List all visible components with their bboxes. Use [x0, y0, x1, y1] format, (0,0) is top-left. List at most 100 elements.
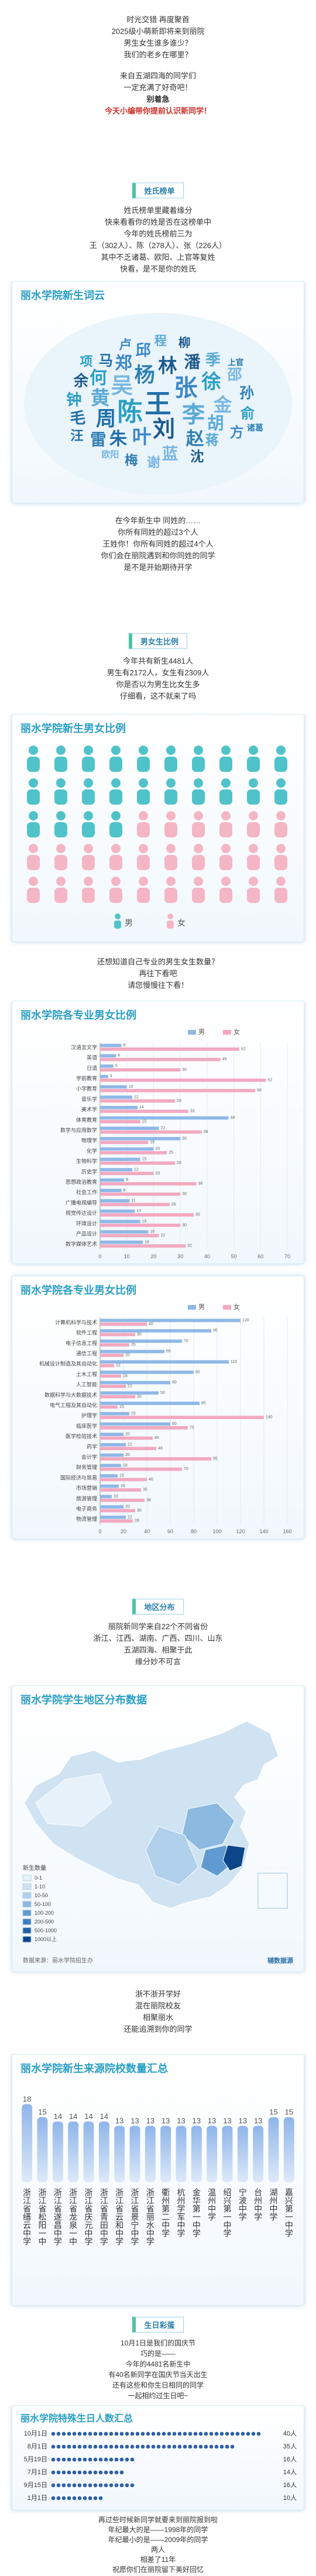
value-label: 8: [123, 1189, 126, 1193]
value-label: 13: [162, 2116, 170, 2125]
text-line: 再往下看吧: [139, 969, 177, 978]
cloud-word: 叶: [132, 426, 152, 448]
dot: [135, 2431, 140, 2436]
x-tick-label: 浙江省遂昌中学: [53, 2188, 63, 2245]
text-line: 其中不乏诸葛、欧阳、上官等复姓: [101, 253, 215, 262]
bar: [100, 1323, 147, 1326]
value-label: 35: [143, 1488, 147, 1492]
bar: [100, 1068, 181, 1072]
dot-row: [51, 2470, 124, 2475]
icon-head: [276, 746, 286, 755]
dot: [172, 2444, 177, 2449]
value-label: 95: [213, 1329, 218, 1333]
bar: [100, 1416, 264, 1419]
dot: [56, 2444, 61, 2449]
icon-body: [27, 789, 40, 805]
dot: [135, 2444, 140, 2449]
text-line: 缘分妙不可言: [135, 1657, 181, 1666]
value-label: 14: [139, 1105, 144, 1110]
legend-swatch: [167, 921, 174, 929]
x-tick-label: 140: [259, 1529, 268, 1534]
dot: [104, 2483, 108, 2488]
icon-body: [137, 789, 150, 805]
x-tick-label: 120: [236, 1529, 245, 1534]
dot: [72, 2496, 77, 2501]
legend-swatch: [22, 1918, 32, 1925]
value-label: 13: [208, 2116, 216, 2125]
bar: [268, 2117, 279, 2182]
icon-head: [29, 844, 38, 853]
value-label: 15: [269, 2108, 277, 2117]
x-tick-label: 湖州中学: [269, 2188, 279, 2221]
bar: [100, 1447, 156, 1451]
value-label: 30: [182, 1192, 187, 1196]
value-label: 13: [177, 2116, 185, 2125]
x-tick-label: 60: [257, 1253, 263, 1259]
cloud-word: 吴: [111, 373, 133, 397]
value-label: 25: [131, 1343, 136, 1347]
legend-label: 男: [198, 1304, 205, 1311]
icon-body: [54, 855, 67, 870]
value-label: 140: [266, 1416, 273, 1420]
text: 10月1日是我们的国庆节 巧的是—— 今年的4481名新生中 有40名新同学在国庆节当…: [0, 2338, 316, 2405]
dot: [51, 2496, 56, 2501]
value-label: 30: [137, 1332, 142, 1337]
text: 浙不浙开学好 混在丽院校友 相聚丽水 还能追溯到你的同学: [0, 1978, 316, 2054]
bar: [100, 1380, 170, 1385]
dot-row: [51, 2483, 135, 2488]
text-line: 今年共有新生4481人: [123, 657, 193, 665]
text-line: 王（302人）、陈（278人）、张（226人）: [89, 241, 227, 250]
x-tick-label: 浙江省景宁中学: [130, 2188, 140, 2245]
y-tick-label: 药学: [87, 1443, 97, 1450]
value-label: 30: [182, 1068, 187, 1072]
value-label: 30: [182, 1136, 187, 1141]
dot: [109, 2457, 114, 2462]
dot: [98, 2483, 103, 2488]
y-tick-label: 美术学: [81, 1106, 97, 1112]
bar: [98, 2121, 109, 2182]
card-title: 丽水学院学生地区分布数据: [20, 1694, 147, 1706]
dot: [119, 2483, 124, 2488]
dot: [88, 2444, 92, 2449]
bar: [114, 2125, 125, 2182]
icon-head: [111, 778, 121, 788]
card-wrap: 丽水学院学生地区分布数据 新生数量 0-1 1-10 10-50 50-100 100-2…: [0, 1685, 316, 1978]
dot: [83, 2496, 87, 2501]
icon-body: [274, 757, 287, 772]
value-label: 25: [169, 1150, 173, 1155]
dot: [104, 2431, 108, 2436]
y-tick-label: 电子信息工程: [66, 1339, 97, 1346]
value-label: 13: [254, 2116, 262, 2125]
bar: [100, 1339, 182, 1343]
dot: [93, 2444, 98, 2449]
tag-row: 地区分布: [0, 1592, 316, 1621]
dot: [177, 2431, 182, 2436]
dot: [61, 2483, 66, 2488]
y-tick-label: 电子商务: [76, 1505, 97, 1512]
y-tick-label: 会计学: [81, 1454, 97, 1460]
value-label: 14: [84, 2112, 92, 2121]
dot: [204, 2431, 208, 2436]
legend-swatch: [22, 1874, 32, 1881]
icon-body: [219, 888, 232, 903]
dot: [98, 2457, 103, 2462]
icon-body: [137, 757, 150, 772]
icon-body: [82, 822, 95, 837]
dot-row: [51, 2431, 261, 2436]
y-tick-label: 软件工程: [76, 1330, 97, 1336]
dot: [98, 2496, 103, 2501]
bar: [100, 1363, 114, 1368]
text: 姓氏榜单里藏着缘分 快来看看你的姓是否在这榜单中 今年的姓氏榜前三为 王（302人）、…: [0, 205, 316, 281]
y-tick-label: 思想政治教育: [66, 1179, 97, 1185]
icon-body: [247, 855, 260, 870]
x-tick-label: 40: [144, 1529, 150, 1534]
dot-row: [51, 2444, 235, 2449]
y-tick-label: 通信工程: [76, 1350, 97, 1356]
dot: [72, 2444, 77, 2449]
legend-label: 100-200: [35, 1910, 54, 1916]
value-label: 13: [239, 2116, 247, 2125]
cloud-word: 程: [154, 334, 167, 348]
text-line: 年纪最大的是——1998年的同学: [108, 2526, 208, 2534]
value-label: 80: [195, 1370, 200, 1374]
map-region: [145, 1826, 199, 1885]
